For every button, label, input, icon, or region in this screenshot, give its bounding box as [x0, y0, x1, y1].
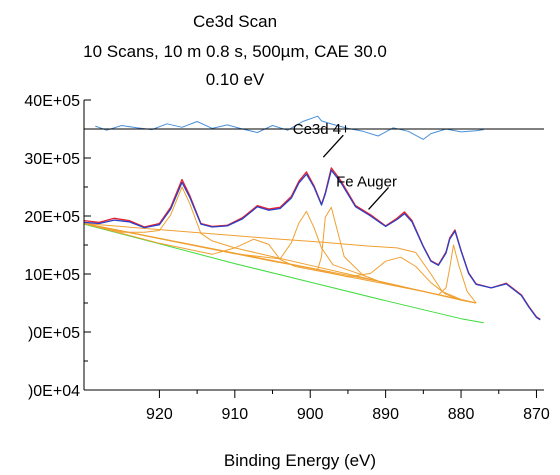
- y-tick-label: 30E+05: [24, 151, 80, 168]
- series-component-line-8: [84, 223, 477, 304]
- x-tick-label: 900: [297, 406, 324, 423]
- annotation-label-1: Fe Auger: [336, 173, 397, 190]
- y-tick-label: )0E+05: [28, 325, 80, 342]
- x-tick-label: 890: [372, 406, 399, 423]
- y-tick-label: 40E+05: [24, 93, 80, 110]
- x-tick-label: 920: [146, 406, 173, 423]
- x-tick-label: 870: [523, 406, 550, 423]
- chart-subtitle-line-1: 10 Scans, 10 m 0.8 s, 500µm, CAE 30.0: [83, 42, 387, 61]
- series-component-line-7: [84, 223, 477, 304]
- series-envelope-line-1: [84, 169, 541, 321]
- annotation-label-0: Ce3d 4+: [293, 121, 350, 138]
- y-tick-label: 20E+05: [24, 209, 80, 226]
- series-residual-line-10: [95, 115, 484, 140]
- annotation-pointer-1: [368, 186, 390, 210]
- y-tick-label: 10E+05: [24, 267, 80, 284]
- chart-title: Ce3d Scan: [192, 12, 278, 31]
- annotation-pointer-0: [322, 134, 344, 158]
- y-tick-label: )0E+04: [28, 383, 80, 400]
- x-tick-label: 910: [221, 406, 248, 423]
- x-tick-label: 880: [448, 406, 475, 423]
- x-axis-label: Binding Energy (eV): [224, 451, 376, 470]
- chart-subtitle-line-2: 0.10 eV: [205, 70, 265, 89]
- series-component-line-6: [84, 223, 477, 304]
- plot-area: [84, 100, 544, 390]
